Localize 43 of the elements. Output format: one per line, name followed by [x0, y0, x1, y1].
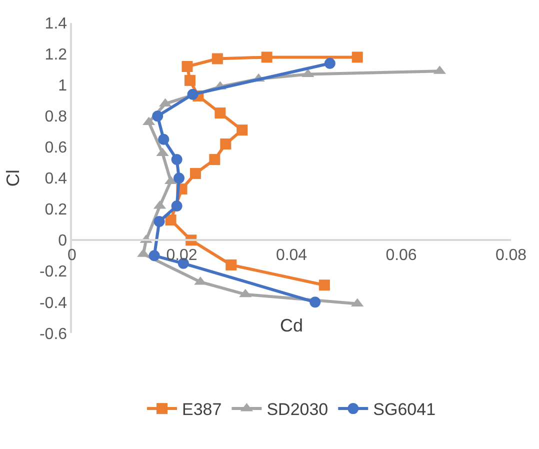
x-tick-label: 0.02 — [166, 247, 198, 264]
point — [310, 296, 321, 308]
y-tick-label: 0 — [58, 232, 68, 250]
y-tick-label: 0.6 — [44, 140, 68, 157]
point — [220, 138, 232, 150]
x-tick-label: 0.08 — [495, 247, 527, 264]
point — [182, 60, 193, 72]
legend-label: E387 — [182, 400, 222, 420]
point — [352, 52, 363, 63]
y-tick-label: 1.4 — [44, 16, 68, 33]
point — [226, 259, 237, 270]
x-axis-title: Cd — [280, 316, 304, 336]
y-tick-label: 0.4 — [44, 170, 68, 188]
point — [212, 53, 223, 64]
x-tick-label: 0.06 — [386, 247, 417, 264]
y-tick-label: 0.8 — [44, 108, 68, 126]
point — [236, 124, 248, 136]
y-tick-label: -0.2 — [39, 264, 68, 281]
point — [209, 154, 220, 166]
y-tick-label: 1.2 — [44, 46, 68, 64]
point — [154, 216, 165, 228]
point — [318, 280, 330, 291]
y-tick-label: -0.4 — [39, 294, 68, 312]
y-tick-label: 1 — [58, 78, 68, 95]
point — [174, 172, 185, 184]
point — [171, 200, 182, 212]
point — [187, 88, 198, 100]
point — [184, 74, 196, 86]
y-tick-label: 0.2 — [44, 202, 68, 219]
point — [165, 214, 176, 226]
point — [190, 168, 201, 179]
point — [158, 134, 170, 145]
point — [152, 110, 164, 122]
point — [324, 58, 336, 69]
legend-label: SG6041 — [373, 400, 436, 420]
x-tick-label: 0.04 — [276, 247, 308, 264]
point — [148, 250, 160, 262]
y-tick-label: -0.6 — [39, 326, 68, 343]
legend-label: SD2030 — [266, 400, 328, 420]
y-axis-title: Cl — [3, 170, 24, 187]
point — [261, 52, 272, 63]
point — [171, 154, 182, 166]
point — [214, 108, 226, 118]
